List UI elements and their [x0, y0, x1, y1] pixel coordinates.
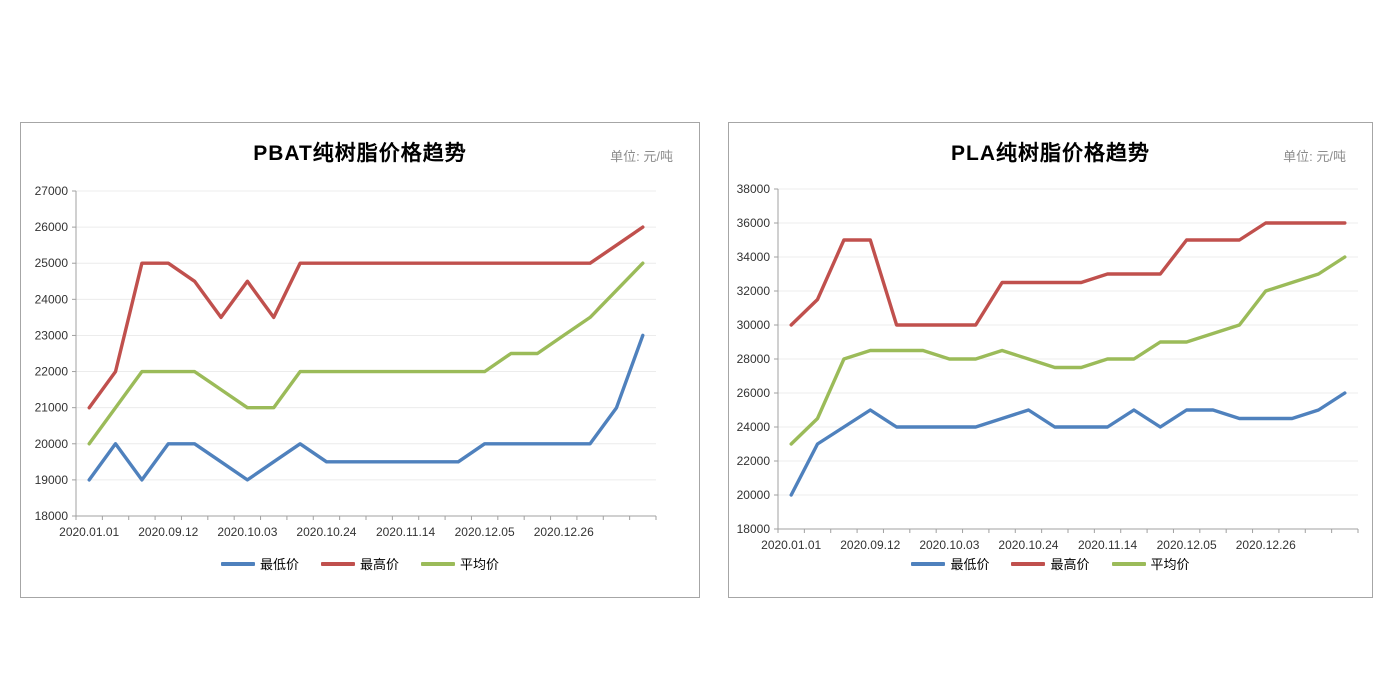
y-tick-label: 36000	[737, 216, 771, 230]
legend: 最低价 最高价 平均价	[21, 554, 699, 573]
y-tick-label: 20000	[737, 488, 771, 502]
x-tick-label: 2020.12.05	[1157, 538, 1217, 552]
y-tick-label: 20000	[35, 437, 69, 451]
series-line-avg	[789, 255, 1347, 446]
y-axis-labels: 18000 19000 20000 21000 22000 23000 24000 25000…	[35, 184, 76, 523]
legend-item-max: 最高价	[1011, 554, 1090, 573]
y-tick-label: 23000	[35, 328, 69, 342]
legend-label-max: 最高价	[359, 557, 399, 572]
x-tick-label: 2020.09.12	[840, 538, 900, 552]
legend-label-avg: 平均价	[460, 557, 500, 572]
series-line-max	[789, 221, 1347, 327]
x-tick-label: 2020.01.01	[59, 525, 119, 539]
series-line-avg	[87, 261, 645, 446]
y-tick-label: 19000	[35, 473, 69, 487]
chart-title: PBAT纯树脂价格趋势	[253, 142, 467, 165]
y-tick-label: 32000	[737, 284, 771, 298]
legend-item-avg: 平均价	[1111, 554, 1190, 573]
legend-item-avg: 平均价	[421, 554, 499, 573]
x-axis-labels: 2020.01.01 2020.09.12 2020.10.03 2020.10.24…	[761, 538, 1296, 552]
x-tick-label: 2020.09.12	[138, 525, 198, 539]
series-line-min	[87, 333, 645, 482]
legend-swatch-avg	[421, 561, 455, 566]
legend-swatch-avg	[1111, 561, 1146, 566]
y-tick-label: 34000	[737, 250, 771, 264]
y-axis-labels: 18000 20000 22000 24000 26000 28000 30000 32000…	[737, 182, 778, 536]
x-tick-label: 2020.10.03	[217, 525, 277, 539]
pla-plot-area: 18000 20000 22000 24000 26000 28000 30000 32000…	[737, 182, 1359, 552]
y-tick-label: 26000	[35, 220, 69, 234]
x-tick-label: 2020.10.24	[296, 525, 356, 539]
legend-label-avg: 平均价	[1150, 557, 1190, 572]
y-tick-label: 26000	[737, 386, 771, 400]
chart-panel-pla: 18000 20000 22000 24000 26000 28000 30000 32000…	[728, 122, 1373, 598]
x-axis-labels: 2020.01.01 2020.09.12 2020.10.03 2020.10.24…	[59, 525, 594, 539]
legend-swatch-min	[220, 561, 255, 566]
x-tick-label: 2020.11.14	[376, 525, 435, 539]
series-line-max	[87, 225, 645, 410]
x-tick-label: 2020.11.14	[1078, 538, 1137, 552]
y-tick-label: 22000	[737, 454, 771, 468]
y-tick-label: 24000	[35, 292, 69, 306]
unit-label: 单位: 元/吨	[610, 149, 673, 164]
chart-panel-pbat: 18000 19000 20000 21000 22000 23000 24000 25000…	[20, 122, 700, 598]
y-tick-label: 22000	[35, 365, 69, 379]
legend-item-min: 最低价	[911, 554, 989, 573]
legend-item-min: 最低价	[220, 554, 299, 573]
pbat-plot-area: 18000 19000 20000 21000 22000 23000 24000 25000…	[35, 184, 657, 539]
legend-swatch-min	[911, 561, 946, 566]
legend-label-min: 最低价	[950, 557, 990, 572]
legend: 最低价 最高价 平均价	[729, 554, 1372, 573]
y-tick-label: 38000	[737, 182, 771, 196]
x-tick-label: 2020.10.24	[998, 538, 1058, 552]
legend-swatch-max	[320, 561, 355, 566]
unit-label: 单位: 元/吨	[1283, 149, 1346, 164]
y-tick-label: 24000	[737, 420, 771, 434]
y-tick-label: 18000	[35, 509, 69, 523]
y-gridlines	[778, 188, 1358, 496]
y-tick-label: 18000	[737, 522, 771, 536]
y-tick-label: 21000	[35, 401, 69, 415]
y-tick-label: 30000	[737, 318, 771, 332]
y-tick-label: 25000	[35, 256, 69, 270]
legend-label-min: 最低价	[259, 557, 299, 572]
legend-item-max: 最高价	[320, 554, 399, 573]
series-line-min	[789, 391, 1347, 497]
x-tick-label: 2020.01.01	[761, 538, 821, 552]
x-tick-label: 2020.10.03	[919, 538, 979, 552]
chart-title: PLA纯树脂价格趋势	[951, 142, 1150, 165]
x-tick-label: 2020.12.26	[1236, 538, 1296, 552]
x-axis-ticks	[75, 516, 657, 520]
x-tick-label: 2020.12.05	[455, 525, 515, 539]
legend-swatch-max	[1011, 561, 1046, 566]
legend-label-max: 最高价	[1050, 557, 1090, 572]
y-tick-label: 28000	[737, 352, 771, 366]
x-axis-ticks	[777, 529, 1359, 533]
y-gridlines	[76, 190, 656, 481]
x-tick-label: 2020.12.26	[534, 525, 594, 539]
y-tick-label: 27000	[35, 184, 69, 198]
